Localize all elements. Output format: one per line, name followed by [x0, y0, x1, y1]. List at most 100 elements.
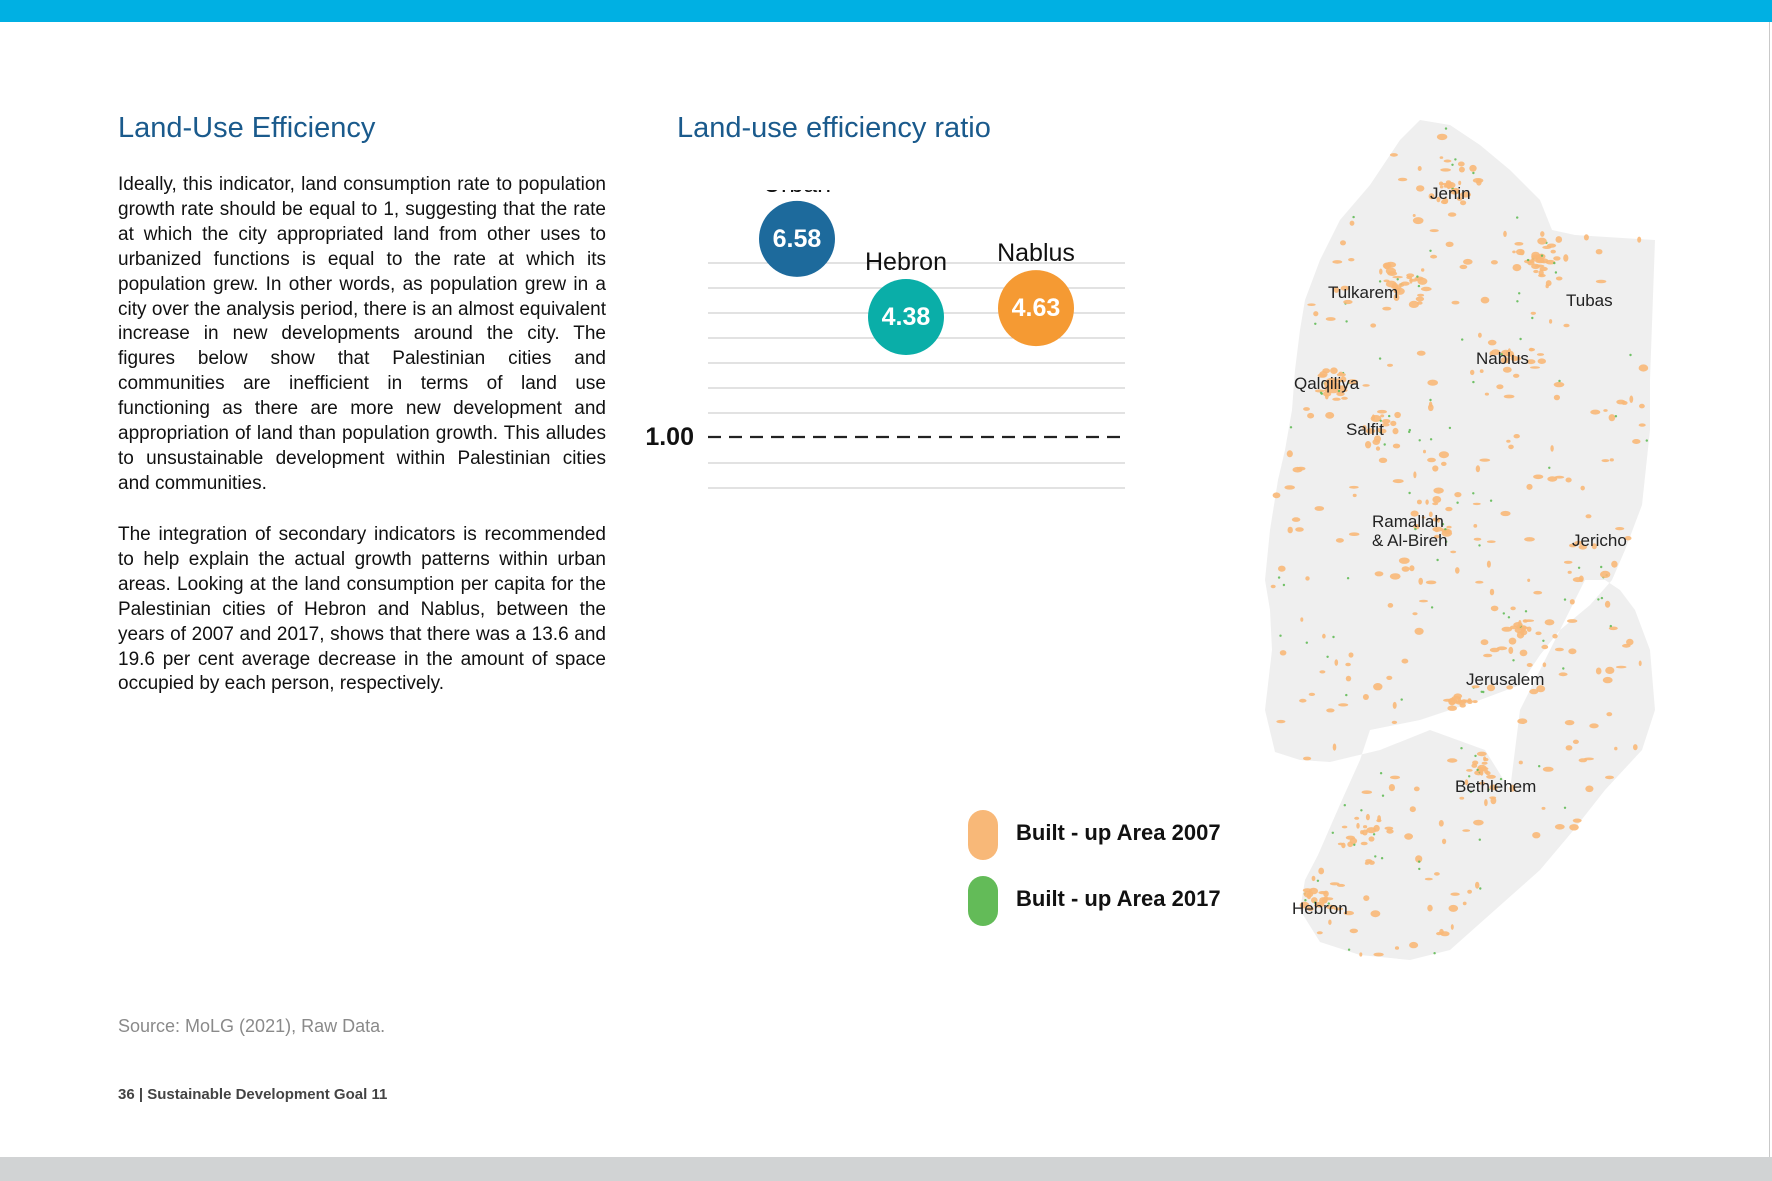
built-up-2007-marker	[1359, 952, 1363, 957]
built-up-2007-marker	[1438, 820, 1444, 827]
built-up-2007-marker	[1287, 526, 1293, 534]
built-up-2007-marker	[1363, 825, 1368, 829]
built-up-2017-marker	[1600, 596, 1604, 600]
built-up-2017-marker	[1489, 499, 1493, 502]
built-up-2007-marker	[1550, 445, 1554, 452]
built-up-2017-marker	[1416, 275, 1419, 278]
built-up-2007-marker	[1475, 580, 1484, 584]
built-up-2017-marker	[1597, 598, 1600, 601]
built-up-2017-marker	[1531, 316, 1534, 320]
built-up-2017-marker	[1331, 831, 1334, 834]
built-up-2007-marker	[1442, 838, 1447, 845]
built-up-2007-marker	[1427, 457, 1436, 463]
built-up-2017-marker	[1408, 430, 1411, 434]
built-up-2007-marker	[1458, 180, 1462, 186]
built-up-2007-marker	[1373, 952, 1384, 957]
built-up-2007-marker	[1386, 829, 1394, 834]
built-up-2007-marker	[1507, 348, 1511, 354]
built-up-2017-marker	[1476, 768, 1479, 772]
built-up-2007-marker	[1471, 685, 1480, 689]
built-up-2007-marker	[1450, 550, 1457, 554]
built-up-2017-marker	[1461, 338, 1464, 341]
built-up-2007-marker	[1423, 449, 1426, 454]
built-up-2007-marker	[1574, 540, 1584, 545]
built-up-2007-marker	[1472, 700, 1478, 704]
built-up-2007-marker	[1416, 350, 1426, 356]
built-up-2017-marker	[1609, 624, 1612, 628]
built-up-2017-marker	[1430, 606, 1434, 609]
built-up-2007-marker	[1278, 565, 1286, 572]
built-up-2007-marker	[1585, 514, 1592, 519]
built-up-2007-marker	[1569, 824, 1579, 831]
built-up-2007-marker	[1589, 723, 1599, 729]
ratio-category-nablus: Nablus	[997, 239, 1075, 267]
built-up-2017-marker	[1304, 899, 1307, 902]
built-up-2007-marker	[1434, 872, 1440, 876]
built-up-2007-marker	[1632, 439, 1641, 444]
built-up-2007-marker	[1380, 414, 1385, 418]
built-up-2007-marker	[1553, 381, 1565, 388]
built-up-2007-marker	[1444, 181, 1456, 189]
built-up-2007-marker	[1365, 428, 1376, 434]
built-up-2007-marker	[1326, 904, 1336, 910]
built-up-2017-marker	[1388, 414, 1391, 418]
top-accent-bar	[0, 0, 1772, 22]
map-label-jerusalem: Jerusalem	[1466, 670, 1545, 689]
built-up-2007-marker	[1415, 296, 1425, 302]
built-up-2007-marker	[1439, 156, 1444, 159]
built-up-2007-marker	[1368, 836, 1375, 842]
built-up-2017-marker	[1519, 337, 1522, 341]
built-up-2007-marker	[1527, 260, 1535, 266]
built-up-2007-marker	[1486, 684, 1496, 692]
built-up-2007-marker	[1554, 824, 1565, 830]
built-up-2007-marker	[1450, 892, 1460, 896]
built-up-2007-marker	[1480, 639, 1489, 646]
built-up-2007-marker	[1530, 311, 1536, 315]
built-up-2007-marker	[1443, 698, 1453, 702]
built-up-2007-marker	[1541, 644, 1549, 650]
built-up-2007-marker	[1550, 249, 1556, 254]
ratio-value-hebron: 4.38	[882, 303, 931, 331]
map-label-jenin: Jenin	[1430, 184, 1471, 203]
built-up-2007-marker	[1554, 647, 1564, 652]
legend-swatch-2017	[968, 876, 998, 926]
built-up-2007-marker	[1329, 882, 1340, 886]
built-up-2017-marker	[1378, 357, 1382, 360]
built-up-2007-marker	[1415, 855, 1423, 863]
built-up-2007-marker	[1585, 785, 1594, 793]
built-up-2007-marker	[1349, 485, 1359, 489]
built-up-2017-marker	[1418, 867, 1421, 871]
built-up-2007-marker	[1496, 646, 1508, 651]
built-up-2007-marker	[1569, 599, 1575, 605]
built-up-2007-marker	[1459, 796, 1465, 800]
built-up-2007-marker	[1429, 229, 1439, 233]
section-title: Land-Use Efficiency	[118, 112, 376, 144]
built-up-2007-marker	[1526, 359, 1536, 365]
built-up-2007-marker	[1605, 666, 1615, 675]
built-up-2007-marker	[1311, 897, 1318, 904]
legend-label-2007: Built - up Area 2007	[1016, 820, 1221, 845]
built-up-2007-marker	[1343, 299, 1353, 305]
built-up-2007-marker	[1441, 461, 1447, 466]
built-up-2007-marker	[1611, 560, 1618, 568]
built-up-2017-marker	[1538, 765, 1541, 768]
built-up-2017-marker	[1417, 284, 1421, 288]
built-up-2007-marker	[1375, 446, 1381, 451]
built-up-2007-marker	[1602, 676, 1613, 684]
built-up-2007-marker	[1536, 685, 1546, 693]
built-up-2017-marker	[1400, 698, 1403, 701]
built-up-2007-marker	[1638, 364, 1649, 372]
built-up-2007-marker	[1605, 775, 1614, 780]
built-up-2007-marker	[1306, 906, 1314, 911]
built-up-2007-marker	[1438, 451, 1449, 459]
built-up-2007-marker	[1404, 833, 1413, 840]
built-up-2007-marker	[1614, 746, 1618, 751]
built-up-2007-marker	[1542, 662, 1547, 668]
built-up-2017-marker	[1345, 693, 1348, 697]
built-up-2017-marker	[1289, 426, 1293, 429]
map-label-qalqiliya: Qalqiliya	[1294, 374, 1360, 393]
built-up-2007-marker	[1326, 708, 1335, 713]
built-up-2007-marker	[1629, 395, 1634, 403]
built-up-2007-marker	[1456, 196, 1463, 201]
built-up-2007-marker	[1347, 379, 1358, 385]
